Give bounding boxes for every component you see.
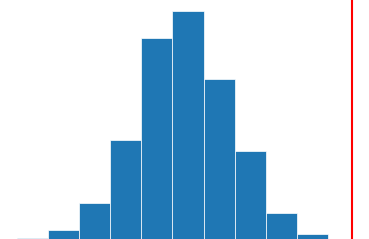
Bar	[266, 213, 297, 239]
Bar	[48, 230, 79, 239]
Bar	[204, 79, 235, 239]
Bar	[172, 11, 204, 239]
Bar	[110, 140, 141, 239]
Bar	[79, 203, 110, 239]
Bar	[17, 238, 48, 239]
Bar	[235, 151, 266, 239]
Bar	[141, 38, 172, 239]
Bar	[297, 234, 328, 239]
